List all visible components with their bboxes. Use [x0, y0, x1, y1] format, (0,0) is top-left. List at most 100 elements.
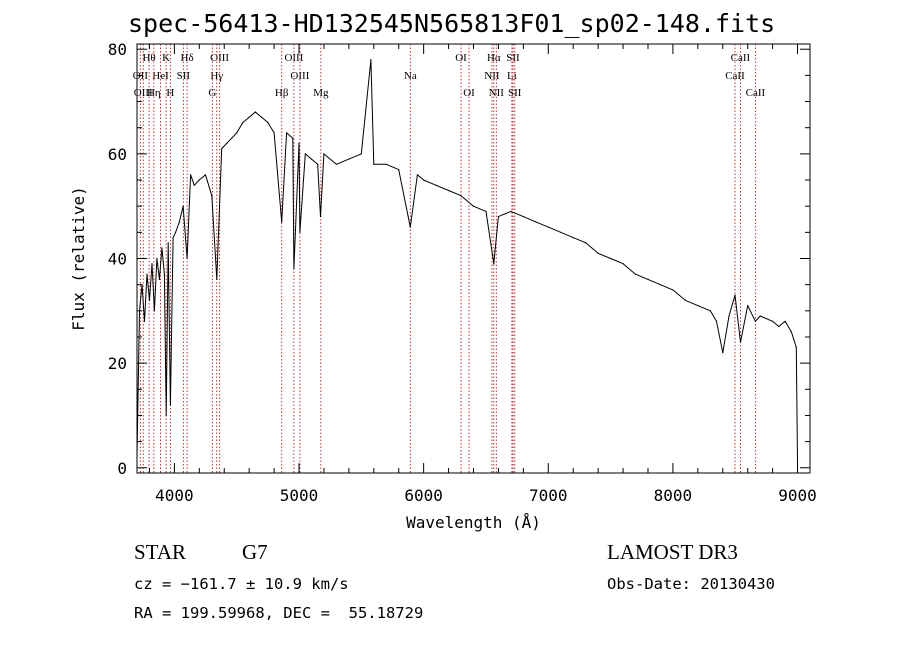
- spectrum-point: [647, 278, 649, 280]
- spectrum-point: [722, 352, 724, 354]
- spectrum-point: [310, 158, 313, 160]
- spectrum-point: [435, 184, 437, 186]
- line-marker-label: OIII: [210, 52, 229, 64]
- spectrum-point: [409, 226, 411, 228]
- spectrum-point: [146, 273, 148, 275]
- spectrum-point: [790, 331, 792, 333]
- spectrum-point: [728, 315, 730, 317]
- spectrum-point: [158, 278, 160, 280]
- spectrum-point: [360, 153, 362, 155]
- spectrum-point: [416, 174, 418, 176]
- spectrum-line: [136, 59, 798, 463]
- spectrum-point: [193, 184, 195, 186]
- line-marker-label: SII: [506, 52, 520, 64]
- line-marker-label: OIII: [284, 52, 303, 64]
- spectrum-point: [161, 247, 163, 249]
- spectrum-point: [198, 179, 200, 181]
- survey-name: LAMOST DR3: [607, 540, 738, 564]
- spectrum-point: [248, 116, 250, 118]
- spectrum-point: [734, 294, 736, 296]
- y-tick-label: 20: [108, 354, 127, 373]
- line-marker-label: HeI: [152, 70, 169, 82]
- line-marker-label: Hβ: [275, 87, 289, 99]
- x-tick-label: 4000: [155, 486, 194, 505]
- spectrum-point: [242, 121, 244, 124]
- y-axis-label: Flux (relative): [69, 186, 88, 331]
- spectrum-point: [485, 210, 487, 212]
- spectrum-point: [547, 226, 549, 228]
- spectrum-point: [293, 268, 295, 270]
- spectrum-point: [169, 404, 171, 406]
- spectrum-point: [286, 132, 288, 134]
- spectrum-point: [299, 231, 301, 233]
- spectrum-point: [385, 163, 387, 165]
- spectrum-point: [148, 299, 151, 301]
- spectrum-point: [597, 252, 599, 254]
- spectrum-point: [709, 310, 711, 312]
- x-tick-label: 9000: [778, 486, 817, 505]
- spectrum-point: [175, 231, 177, 233]
- obs-date: Obs-Date: 20130430: [607, 575, 775, 593]
- line-marker-label: CaII: [731, 52, 751, 64]
- object-class: STAR: [134, 540, 186, 564]
- y-tick-label: 60: [108, 145, 127, 164]
- line-marker-label: OI: [463, 87, 475, 99]
- plot-frame: [136, 43, 811, 474]
- spectrum-point: [423, 179, 425, 181]
- spectrum-point: [398, 169, 400, 171]
- spectrum-point: [273, 132, 275, 134]
- spectrum-point: [281, 221, 283, 223]
- spectrum-point: [754, 320, 757, 322]
- spectrum-point: [190, 174, 192, 176]
- spectrum-point: [373, 163, 375, 165]
- spectrum-point: [610, 257, 612, 260]
- spectrum-point: [747, 305, 749, 307]
- line-marker-label: SII: [177, 70, 191, 82]
- spectrum-point: [167, 242, 169, 244]
- x-tick-label: 6000: [404, 486, 443, 505]
- spectrum-point: [784, 320, 786, 322]
- spectrum-point: [684, 299, 687, 301]
- spectrum-point: [143, 320, 146, 322]
- line-marker-label: OIII: [290, 70, 309, 82]
- line-marker-label: NII: [489, 87, 505, 99]
- object-subclass: G7: [242, 540, 268, 564]
- x-axis-label: Wavelength (Å): [406, 513, 541, 532]
- line-marker-label: Hα: [487, 52, 501, 64]
- spectrum-point: [186, 257, 188, 260]
- coordinates-readout: RA = 199.59968, DEC = 55.18729: [134, 604, 424, 622]
- spectrum-point: [221, 148, 223, 150]
- spectrum-point: [739, 341, 742, 343]
- line-marker-label: OI: [455, 52, 467, 64]
- spectrum-point: [772, 320, 774, 322]
- spectrum-point: [370, 59, 372, 61]
- spectrum-point: [448, 189, 450, 192]
- spectrum-point: [211, 195, 213, 197]
- line-marker-label: OII: [133, 70, 149, 82]
- line-marker-label: G: [208, 87, 216, 99]
- spectrum-point: [304, 153, 306, 155]
- spectrum-point: [182, 205, 184, 207]
- spectrum-point: [165, 414, 167, 417]
- line-marker-label: Hθ: [142, 52, 155, 64]
- line-marker-label: Hη: [147, 87, 161, 99]
- line-marker-label: Hδ: [181, 52, 194, 64]
- spectrum-point: [163, 273, 165, 275]
- spectrum-point: [226, 142, 228, 144]
- spectrum-point: [634, 273, 637, 275]
- spectrum-point: [156, 257, 158, 260]
- x-tick-label: 5000: [280, 486, 319, 505]
- spectrum-point: [572, 237, 574, 239]
- spectrum-point: [460, 195, 462, 197]
- x-tick-label: 8000: [654, 486, 693, 505]
- line-marker-label: CaII: [725, 70, 745, 82]
- spectrum-point: [254, 111, 256, 113]
- spectrum-point: [204, 174, 207, 176]
- spectrum-point: [697, 305, 699, 307]
- spectrum-point: [715, 320, 718, 322]
- spectrum-point: [585, 242, 587, 244]
- spectrum-point: [267, 121, 269, 124]
- plot-title: spec-56413-HD132545N565813F01_sp02-148.f…: [128, 9, 776, 38]
- line-marker-label: SII: [508, 87, 522, 99]
